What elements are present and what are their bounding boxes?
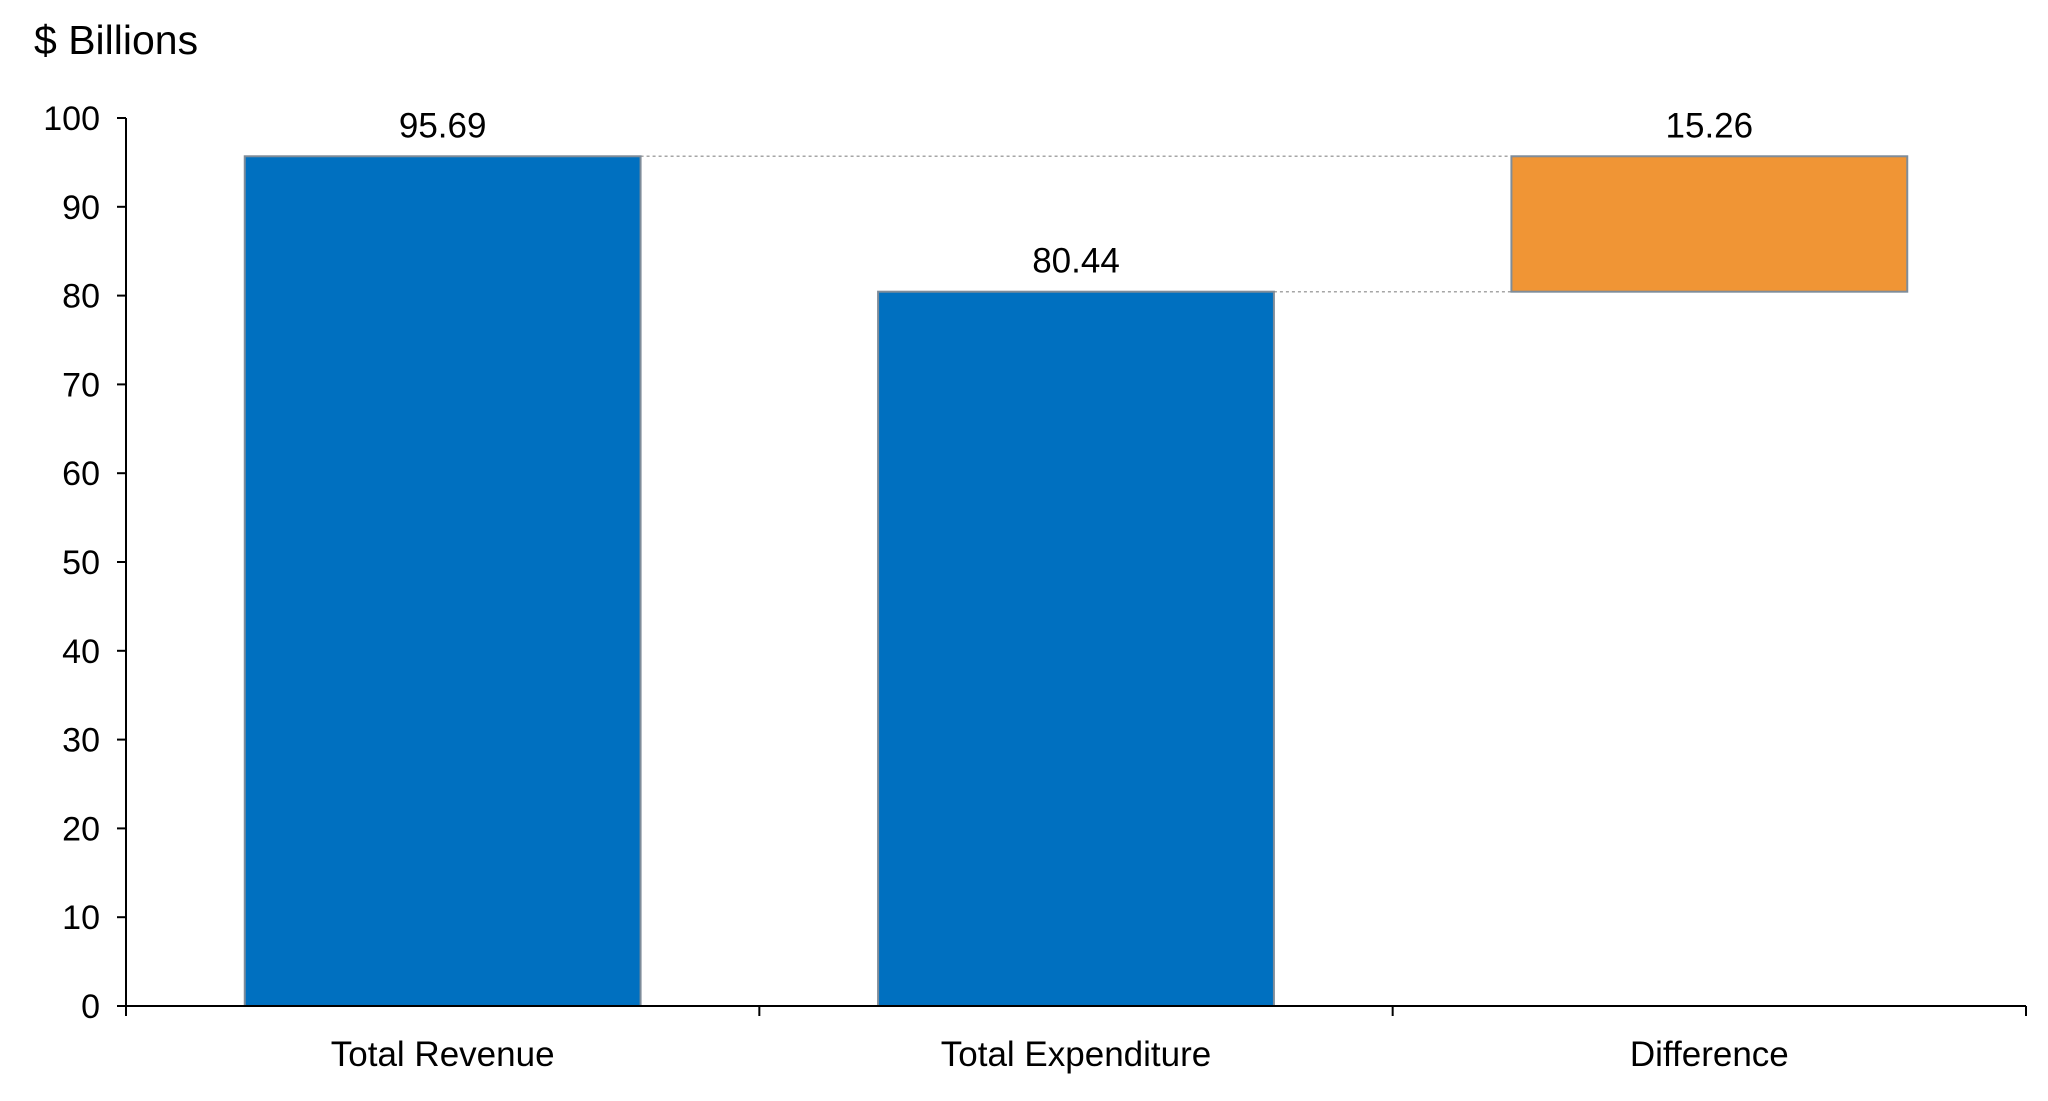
y-tick-label: 90 [62,189,100,227]
y-tick-label: 100 [43,100,100,138]
y-tick-label: 20 [62,810,100,848]
bar-total-revenue [243,155,642,1007]
y-tick-label: 30 [62,722,100,760]
y-axis: 0 10 20 30 40 50 60 70 80 90 100 [43,100,127,1026]
bar-total-expenditure [877,290,1275,1007]
y-axis-unit-label: $ Billions [34,17,198,63]
data-labels-group: 95.69 80.44 15.26 [399,106,1753,280]
data-label: 95.69 [399,106,487,145]
bar-difference [1510,155,1909,293]
y-tick-label: 10 [62,899,100,937]
y-tick-label: 50 [62,544,100,582]
x-axis: Total Revenue Total Expenditure Difference [125,1005,2027,1074]
data-label: 80.44 [1032,242,1120,281]
y-tick-label: 0 [81,988,100,1026]
x-category-label: Total Revenue [331,1035,555,1074]
y-tick-label: 40 [62,633,100,671]
connector-lines [640,155,1512,293]
y-tick-label: 70 [62,366,100,404]
y-tick-label: 60 [62,455,100,493]
x-category-label: Difference [1630,1035,1789,1074]
bars-group [243,155,1909,1007]
y-tick-label: 80 [62,278,100,316]
data-label: 15.26 [1666,106,1754,145]
x-category-label: Total Expenditure [941,1035,1211,1074]
